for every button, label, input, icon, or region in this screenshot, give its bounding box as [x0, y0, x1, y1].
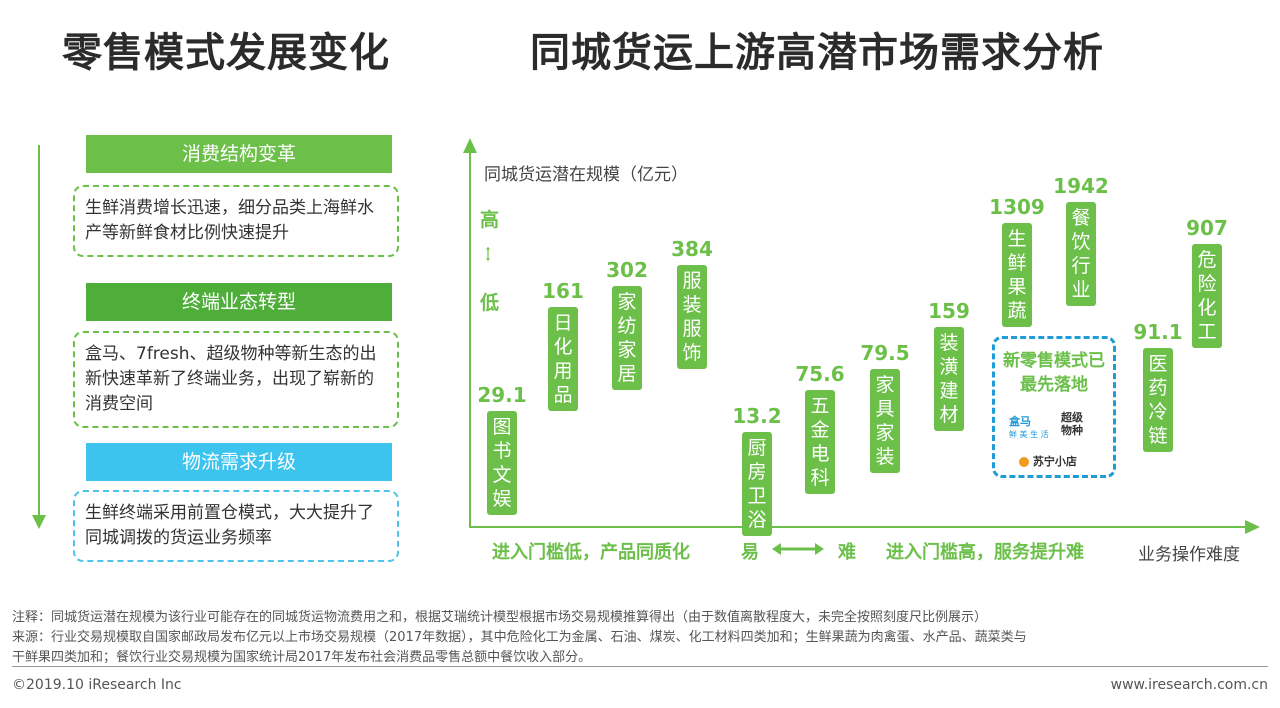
suning-logo-text: 苏宁小店	[1032, 455, 1077, 468]
updown-arrow-icon	[486, 246, 490, 262]
footer-website: www.iresearch.com.cn	[1110, 677, 1268, 693]
callout-text: 新零售模式已最先落地	[1003, 351, 1105, 395]
y-axis	[469, 152, 471, 528]
new-retail-callout: 新零售模式已最先落地 盒马 鲜 美 生 活 超级物种 苏宁小店	[992, 336, 1116, 478]
value-label-12: 907	[1186, 215, 1228, 240]
header-logistics: 物流需求升级	[86, 443, 392, 481]
value-label-5: 13.2	[732, 404, 782, 428]
hema-logo-title: 盒马	[1009, 415, 1031, 428]
value-label-3: 302	[606, 257, 648, 282]
bar-7: 家具家装	[870, 369, 900, 474]
value-label-10: 1942	[1053, 174, 1109, 198]
bar-2: 日化用品	[548, 306, 578, 411]
value-label-11: 91.1	[1133, 320, 1183, 345]
left-vertical-line	[38, 145, 40, 520]
bar-11: 医药冷链	[1143, 348, 1173, 453]
bar-10: 餐饮行业	[1066, 202, 1096, 306]
bar-8: 装潢建材	[934, 327, 964, 432]
x-easy-label: 易	[741, 542, 759, 563]
x-axis-label: 业务操作难度	[1138, 545, 1240, 565]
x-hard-label: 难	[838, 542, 856, 563]
title-right: 同城货运上游高潜市场需求分析	[530, 30, 1104, 76]
bar-1: 图书文娱	[487, 411, 517, 516]
bar-4: 服装服饰	[677, 264, 707, 369]
x-left-label: 进入门槛低，产品同质化	[492, 542, 690, 563]
note-text: 注释：同城货运潜在规模为该行业可能存在的同城货运物流费用之和，根据艾瑞统计模型根…	[12, 610, 988, 625]
footer-copyright: ©2019.10 iResearch Inc	[12, 677, 182, 693]
header-consumption: 消费结构变革	[86, 135, 392, 173]
title-left: 零售模式发展变化	[62, 30, 390, 76]
bar-12: 危险化工	[1192, 243, 1222, 348]
text-box-logistics: 生鲜终端采用前置仓模式，大大提升了同城调拨的货运业务频率	[73, 490, 399, 562]
x-right-label: 进入门槛高，服务提升难	[886, 542, 1084, 563]
y-low-label: 低	[480, 292, 500, 314]
bar-6: 五金电科	[805, 390, 835, 495]
x-axis-arrow-icon	[1245, 520, 1260, 534]
text-box-terminal: 盒马、7fresh、超级物种等新生态的出新快速革新了终端业务，出现了崭新的消费空…	[73, 331, 399, 428]
bar-3: 家纺家居	[612, 285, 642, 390]
text-box-consumption: 生鲜消费增长迅速，细分品类上海鲜水产等新鲜食材比例快速提升	[73, 185, 399, 257]
down-arrow-icon	[32, 515, 46, 529]
value-label-4: 384	[671, 236, 713, 261]
footer-divider	[12, 666, 1268, 667]
source-text-2: 干鲜果四类加和；餐饮行业交易规模为国家统计局2017年发布社会消费品零售总额中餐…	[12, 650, 592, 665]
source-text-1: 来源：行业交易规模取自国家邮政局发布亿元以上市场交易规模（2017年数据），其中…	[12, 630, 1027, 645]
hema-logo-subtitle: 鲜 美 生 活	[1009, 430, 1049, 439]
value-label-1: 29.1	[477, 383, 527, 408]
y-axis-label: 同城货运潜在规模（亿元）	[484, 165, 688, 185]
y-high-label: 高	[480, 209, 500, 231]
x-axis	[469, 526, 1247, 528]
bar-5: 厨房卫浴	[742, 432, 772, 536]
value-label-6: 75.6	[795, 362, 845, 387]
super-species-logo: 超级物种	[1061, 411, 1083, 437]
suning-logo-icon	[1019, 457, 1029, 467]
y-axis-arrow-icon	[463, 138, 477, 153]
left-right-arrow-icon	[772, 543, 824, 555]
value-label-9: 1309	[989, 194, 1045, 219]
value-label-2: 161	[542, 278, 584, 303]
header-terminal: 终端业态转型	[86, 283, 392, 321]
value-label-8: 159	[928, 299, 970, 324]
hema-logo: 盒马 鲜 美 生 活	[1009, 413, 1049, 440]
suning-logo: 苏宁小店	[1019, 453, 1077, 469]
value-label-7: 79.5	[860, 341, 910, 366]
bar-9: 生鲜果蔬	[1002, 222, 1032, 327]
